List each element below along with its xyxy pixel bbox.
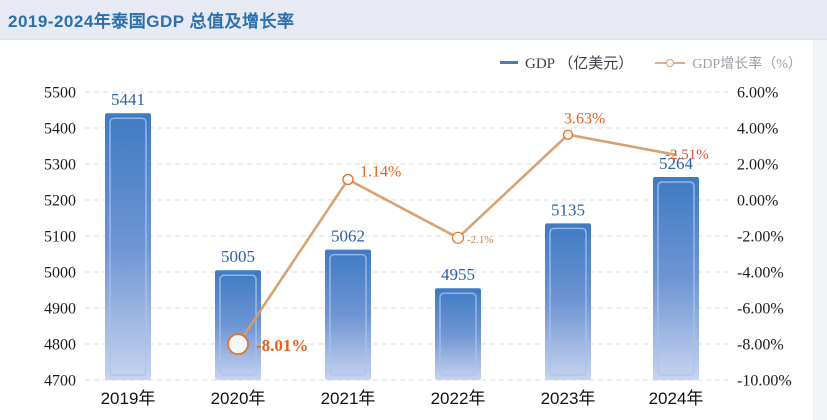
y-axis-right-tick: -10.00% bbox=[737, 373, 792, 390]
y-axis-right-tick: 2.00% bbox=[737, 157, 778, 174]
gdp-bar bbox=[105, 113, 151, 381]
page-title: 2019-2024年泰国GDP 总值及增长率 bbox=[8, 12, 295, 31]
growth-value-label: 3.63% bbox=[564, 111, 605, 128]
x-axis-label: 2023年 bbox=[541, 389, 596, 408]
x-axis-label: 2021年 bbox=[321, 389, 376, 408]
x-axis-label: 2019年 bbox=[101, 389, 156, 408]
gdp-bar-inner-outline bbox=[657, 181, 695, 376]
y-axis-right-tick: 4.00% bbox=[737, 121, 778, 138]
bar-value-label: 5062 bbox=[331, 227, 365, 246]
bar-value-label: 5005 bbox=[221, 247, 255, 266]
chart-legend: GDP （亿美元） GDP增长率（%） bbox=[500, 52, 802, 73]
growth-marker bbox=[451, 231, 465, 244]
gdp-line-swatch-icon bbox=[500, 61, 518, 64]
growth-marker bbox=[342, 173, 354, 186]
y-axis-left-tick: 5300 bbox=[44, 157, 76, 174]
y-axis-left-tick: 5000 bbox=[44, 265, 76, 282]
x-axis-label: 2022年 bbox=[431, 389, 486, 408]
y-axis-left-tick: 5100 bbox=[44, 229, 76, 246]
y-axis-left-tick: 5400 bbox=[44, 121, 76, 138]
y-axis-right-tick: -6.00% bbox=[737, 301, 784, 318]
bar-value-label: 5441 bbox=[111, 90, 145, 109]
growth-marker bbox=[562, 129, 574, 140]
y-axis-left-tick: 5500 bbox=[44, 85, 76, 102]
x-axis-label: 2024年 bbox=[649, 389, 704, 408]
gdp-bar-inner-outline bbox=[109, 117, 147, 376]
gdp-bar bbox=[545, 223, 591, 380]
y-axis-right-tick: 0.00% bbox=[737, 193, 778, 210]
growth-line-swatch-icon bbox=[655, 58, 686, 68]
gdp-bar-inner-outline bbox=[549, 227, 587, 376]
bar-value-label: 5135 bbox=[551, 200, 585, 219]
chart-plot-area: 5500 6.00% 5400 4.00% 5300 2.00% 5200 0.00% 5100… bbox=[44, 85, 792, 409]
legend-item-gdp[interactable]: GDP （亿美元） bbox=[500, 52, 633, 73]
y-axis-right-tick: -4.00% bbox=[737, 265, 784, 282]
bar-value-label: 5264 bbox=[659, 154, 694, 173]
gdp-bar bbox=[435, 288, 481, 380]
y-axis-right-tick: -2.00% bbox=[737, 229, 784, 246]
y-axis-left-tick: 4900 bbox=[44, 301, 76, 318]
legend-item-growth-rate[interactable]: GDP增长率（%） bbox=[655, 53, 802, 73]
gdp-bar bbox=[325, 249, 371, 380]
growth-value-label: 1.14% bbox=[360, 163, 401, 180]
y-axis-right-tick: 6.00% bbox=[737, 85, 778, 102]
growth-marker bbox=[227, 333, 249, 356]
chart-title-bar: 2019-2024年泰国GDP 总值及增长率 bbox=[0, 0, 827, 40]
bar-value-label: 4955 bbox=[441, 265, 475, 284]
gdp-bar-inner-outline bbox=[439, 292, 477, 376]
gdp-bar-inner-outline bbox=[219, 274, 257, 376]
legend-label-gdp: GDP （亿美元） bbox=[525, 56, 634, 72]
growth-value-label: -8.01% bbox=[256, 336, 308, 355]
gdp-bar-inner-outline bbox=[329, 253, 367, 376]
gdp-bar bbox=[653, 176, 699, 380]
y-axis-left-tick: 4700 bbox=[44, 373, 76, 390]
y-axis-left-tick: 4800 bbox=[44, 337, 76, 354]
legend-label-growth-rate: GDP增长率（%） bbox=[692, 56, 802, 72]
growth-value-label: -2.1% bbox=[467, 234, 494, 246]
growth-value-label: -2.51% bbox=[665, 147, 709, 163]
x-axis-label: 2020年 bbox=[211, 389, 266, 408]
right-panel-edge bbox=[813, 40, 827, 420]
y-axis-right-tick: -8.00% bbox=[737, 337, 784, 354]
y-axis-left-tick: 5200 bbox=[44, 193, 76, 210]
gdp-bar bbox=[215, 270, 261, 380]
